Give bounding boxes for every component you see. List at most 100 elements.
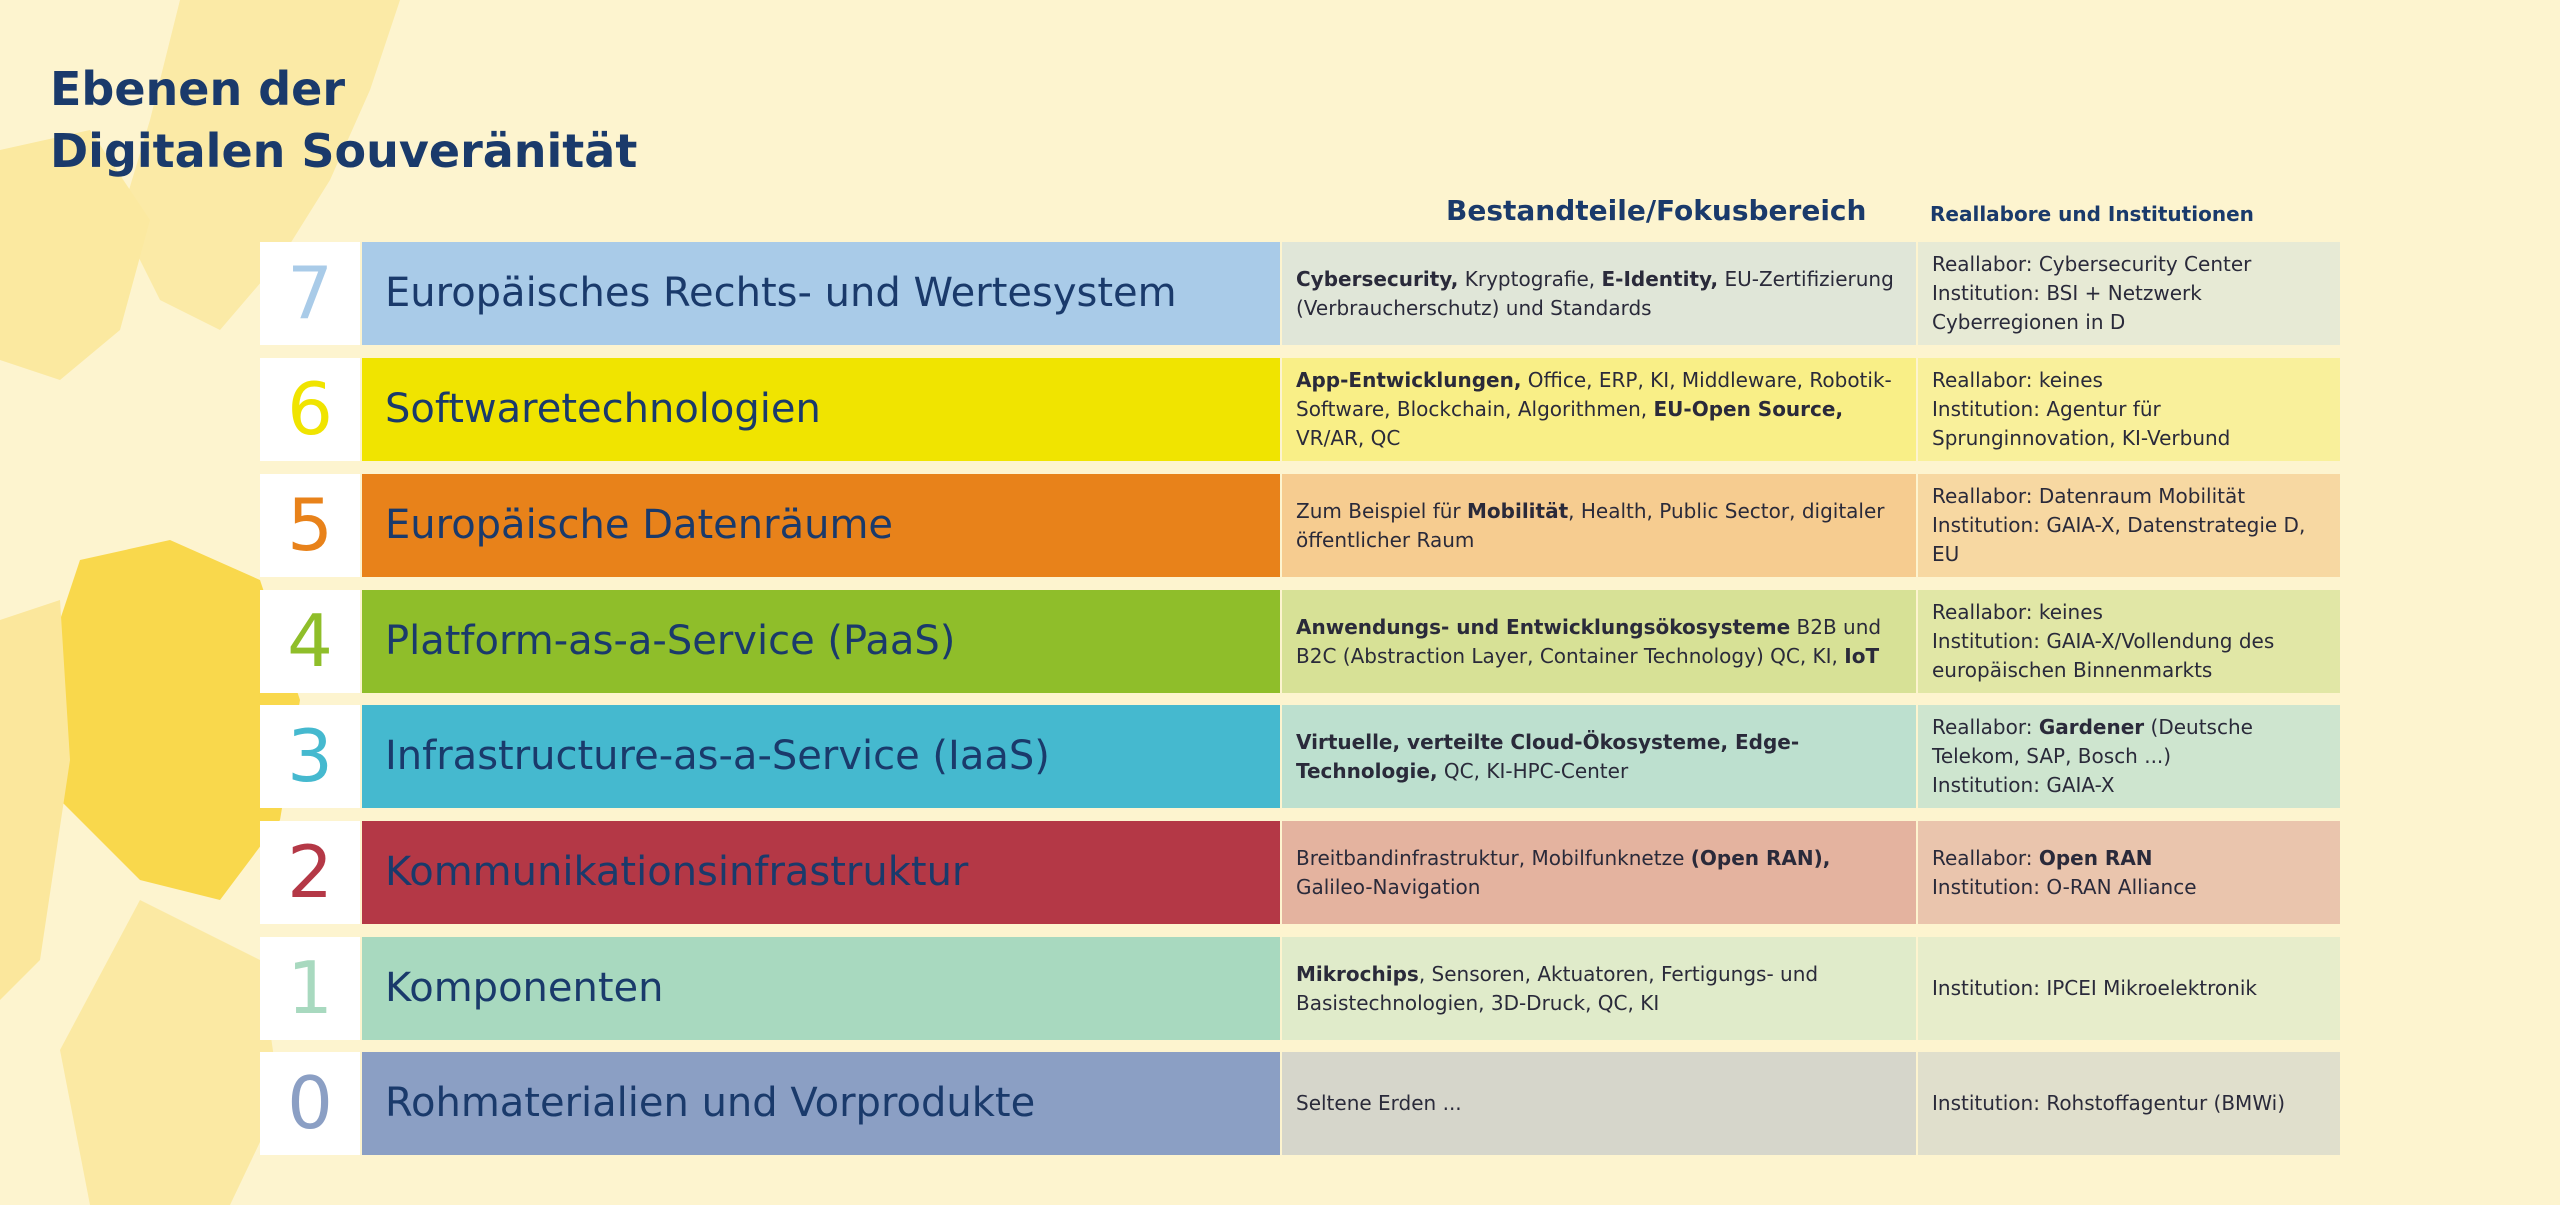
- focus-cell: Virtuelle, verteilte Cloud-Ökosysteme, E…: [1282, 705, 1916, 808]
- text-run: Open RAN: [2038, 845, 2153, 870]
- text-run: Reallabor: keines: [1932, 600, 2103, 624]
- institutions-cell: Institution: IPCEI Mikroelektronik: [1918, 937, 2340, 1040]
- focus-text: Zum Beispiel für Mobilität, Health, Publ…: [1296, 497, 1902, 555]
- text-run: B2B und B2C (Abstraction Layer, Containe…: [1296, 614, 1882, 668]
- focus-cell: Anwendungs- und Entwicklungsökosysteme B…: [1282, 590, 1916, 693]
- layer-row: 4 Platform-as-a-Service (PaaS) Anwendungs-…: [260, 590, 2340, 693]
- text-run: VR/AR, QC: [1296, 426, 1401, 450]
- layer-row: 0 Rohmaterialien und Vorprodukte Seltene E…: [260, 1052, 2340, 1155]
- layer-number: 0: [260, 1052, 360, 1155]
- column-header: Bestandteile/Fokusbereich: [1446, 194, 1867, 227]
- cell-background: [1282, 821, 1916, 924]
- layer-label: Platform-as-a-Service (PaaS): [385, 618, 956, 664]
- focus-text: Virtuelle, verteilte Cloud-Ökosysteme, E…: [1296, 728, 1902, 786]
- cell-background: [1282, 474, 1916, 577]
- focus-text: Seltene Erden ...: [1296, 1089, 1902, 1118]
- title-line: Digitalen Souveränität: [50, 124, 638, 178]
- focus-cell: Cybersecurity, Kryptografie, E-Identity,…: [1282, 242, 1916, 345]
- institution-line: Institution: IPCEI Mikroelektronik: [1932, 974, 2326, 1003]
- layer-row: 1 Komponenten Mikrochips, Sensoren, Aktuat…: [260, 937, 2340, 1040]
- focus-cell: Zum Beispiel für Mobilität, Health, Publ…: [1282, 474, 1916, 577]
- text-run: Institution: Agentur für Sprunginnovatio…: [1932, 397, 2231, 450]
- cell-background: [1918, 474, 2340, 577]
- map-shape: [40, 540, 300, 900]
- text-run: Anwendungs- und Entwicklungsökosysteme: [1296, 614, 1791, 639]
- text-run: (Open RAN),: [1690, 845, 1831, 870]
- cell-background: [1918, 937, 2340, 1040]
- layer-bar: [362, 705, 1280, 808]
- layer-number: 2: [260, 821, 360, 924]
- focus-text: Anwendungs- und Entwicklungsökosysteme B…: [1296, 613, 1902, 671]
- layer-number: 7: [260, 242, 360, 345]
- focus-cell: Seltene Erden ...: [1282, 1052, 1916, 1155]
- institutions-cell: Reallabor: Open RAN Institution: O-RAN Al…: [1918, 821, 2340, 924]
- institutions-cell: Reallabor: Gardener (Deutsche Telekom, S…: [1918, 705, 2340, 808]
- text-run: Mobilität: [1467, 498, 1569, 523]
- layer-bar: [362, 821, 1280, 924]
- focus-text: Cybersecurity, Kryptografie, E-Identity,…: [1296, 265, 1902, 323]
- layer-label: Softwaretechnologien: [385, 386, 821, 432]
- text-run: QC, KI-HPC-Center: [1437, 758, 1629, 783]
- text-run: Reallabor: Datenraum Mobilität: [1932, 484, 2246, 508]
- title-line: Ebenen der: [50, 62, 346, 116]
- text-run: Galileo-Navigation: [1296, 874, 1481, 899]
- layer-row: 3 Infrastructure-as-a-Service (IaaS) Virtu…: [260, 705, 2340, 808]
- text-run: Reallabor: keines: [1932, 368, 2103, 392]
- layer-bar: [362, 590, 1280, 693]
- layer-row: 7 Europäisches Rechts- und Wertesystem Cyb…: [260, 242, 2340, 345]
- layer-number: 4: [260, 590, 360, 693]
- focus-cell: Mikrochips, Sensoren, Aktuatoren, Fertig…: [1282, 937, 1916, 1040]
- institutions-cell: Reallabor: Datenraum Mobilität Institutio…: [1918, 474, 2340, 577]
- text-run: Kryptografie,: [1458, 266, 1602, 291]
- institution-line: Institution: GAIA-X: [1932, 771, 2326, 800]
- institutions-cell: Institution: Rohstoffagentur (BMWi): [1918, 1052, 2340, 1155]
- cell-background: [1282, 358, 1916, 461]
- focus-cell: Breitbandinfrastruktur, Mobilfunknetze (…: [1282, 821, 1916, 924]
- institution-line: Institution: O-RAN Alliance: [1932, 873, 2326, 902]
- layer-row: 2 Kommunikationsinfrastruktur Breitbandinf…: [260, 821, 2340, 924]
- text-run: Institution: BSI + Netzwerk Cyberregione…: [1932, 281, 2202, 334]
- map-shape: [60, 900, 280, 1205]
- layer-label: Rohmaterialien und Vorprodukte: [385, 1080, 1036, 1126]
- text-run: Seltene Erden ...: [1296, 1091, 1462, 1115]
- cell-background: [1282, 242, 1916, 345]
- cell-background: [1282, 590, 1916, 693]
- text-run: Gardener: [2038, 715, 2145, 739]
- cell-background: [1918, 358, 2340, 461]
- text-run: EU-Open Source,: [1653, 397, 1844, 421]
- cell-background: [1282, 705, 1916, 808]
- layer-row: 5 Europäische Datenräume Zum Beispiel für …: [260, 474, 2340, 577]
- layer-number: 6: [260, 358, 360, 461]
- text-run: E-Identity,: [1601, 266, 1719, 291]
- text-run: Institution: GAIA-X/Vollendung des europ…: [1932, 629, 2275, 682]
- text-run: Breitbandinfrastruktur, Mobilfunknetze: [1296, 845, 1691, 870]
- map-shape: [120, 0, 400, 330]
- cell-background: [1918, 590, 2340, 693]
- layer-label: Kommunikationsinfrastruktur: [385, 849, 969, 895]
- cell-background: [1918, 705, 2340, 808]
- text-run: Mikrochips: [1296, 961, 1419, 986]
- text-run: EU-Zertifizierung (Verbraucherschutz) un…: [1296, 266, 1894, 320]
- layer-number: 3: [260, 705, 360, 808]
- institution-line: Reallabor: Cybersecurity Center: [1932, 250, 2326, 279]
- text-run: , Sensoren, Aktuatoren, Fertigungs- und …: [1296, 961, 1819, 1015]
- institution-line: Reallabor: keines: [1932, 366, 2326, 395]
- layer-label: Europäische Datenräume: [385, 502, 894, 548]
- text-run: Institution: GAIA-X, Datenstrategie D, E…: [1932, 513, 2306, 566]
- institution-line: Reallabor: Datenraum Mobilität: [1932, 482, 2326, 511]
- layer-number: 1: [260, 937, 360, 1040]
- institutions-cell: Reallabor: keines Institution: Agentur fü…: [1918, 358, 2340, 461]
- focus-cell: App-Entwicklungen, Office, ERP, KI, Midd…: [1282, 358, 1916, 461]
- text-run: Reallabor:: [1932, 715, 2039, 739]
- cell-background: [1918, 821, 2340, 924]
- layer-label: Komponenten: [385, 965, 664, 1011]
- cell-background: [1282, 937, 1916, 1040]
- layer-label: Europäisches Rechts- und Wertesystem: [385, 270, 1177, 316]
- text-run: Institution: GAIA-X: [1932, 773, 2115, 797]
- institution-line: Institution: Rohstoffagentur (BMWi): [1932, 1089, 2326, 1118]
- institution-line: Reallabor: Open RAN: [1932, 844, 2326, 873]
- text-run: Virtuelle, verteilte Cloud-Ökosysteme, E…: [1296, 729, 1800, 783]
- text-run: (Deutsche Telekom, SAP, Bosch ...): [1932, 715, 2253, 768]
- institutions-cell: Reallabor: keines Institution: GAIA-X/Vol…: [1918, 590, 2340, 693]
- layer-bar: [362, 1052, 1280, 1155]
